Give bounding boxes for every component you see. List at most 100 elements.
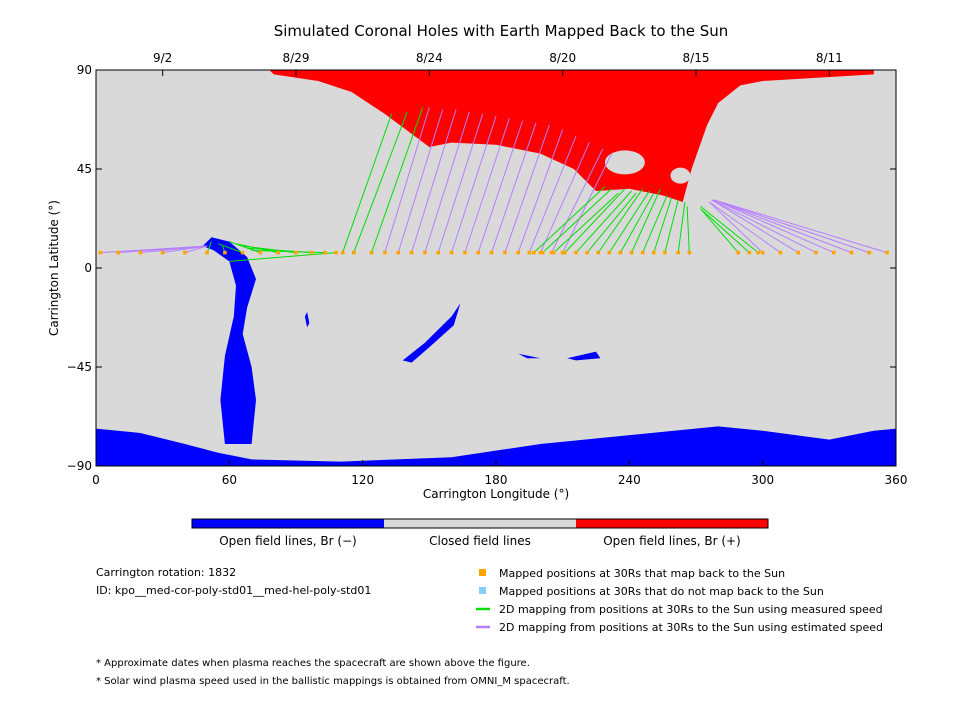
measured-speed-mapping-line [229, 252, 337, 262]
y-tick-label: 0 [84, 261, 92, 275]
y-axis-label: Carrington Latitude (°) [47, 200, 61, 336]
mapped-position-point [563, 250, 567, 255]
estimated-speed-mapping-line [162, 245, 208, 254]
mapped-position-point [240, 250, 245, 255]
estimated-speed-mapping-line [539, 142, 590, 253]
mapped-position-point [736, 250, 741, 255]
mapped-position-point [596, 250, 601, 255]
mapped-position-point [814, 250, 818, 255]
mapped-position-point [640, 250, 645, 255]
colorbar-segment [192, 519, 384, 528]
chart-title: Simulated Coronal Holes with Earth Mappe… [274, 22, 729, 40]
legend-marker [479, 587, 486, 594]
top-date-label: 8/11 [816, 51, 843, 65]
top-date-label: 9/2 [153, 51, 172, 65]
mapped-position-point [531, 250, 536, 255]
mapped-position-point [276, 250, 281, 255]
estimated-speed-mapping-line [517, 129, 564, 253]
colorbar-segment [384, 519, 576, 528]
estimated-speed-mapping-line [184, 245, 208, 254]
y-tick-label: −45 [67, 360, 92, 374]
mapped-position-point [760, 250, 765, 255]
mapped-position-point [138, 250, 143, 255]
mapped-position-point [489, 250, 494, 255]
mapped-position-point [551, 250, 556, 255]
colorbar-label: Open field lines, Br (+) [603, 534, 741, 548]
colorbar: Open field lines, Br (−) Closed field lin… [191, 518, 769, 548]
measured-speed-mapping-line [342, 113, 393, 253]
measured-speed-mapping-line [353, 111, 408, 253]
mapped-position-point [549, 250, 554, 255]
mapped-position-point [687, 250, 692, 255]
north-polar-coronal-hole [269, 70, 874, 202]
measured-speed-mapping-line [642, 195, 668, 253]
mapped-position-point [116, 250, 121, 255]
negative-coronal-hole-island [304, 312, 310, 328]
mapped-position-point [618, 250, 623, 255]
south-polar-coronal-hole [96, 426, 896, 466]
measured-speed-mapping-line [653, 197, 673, 253]
mapped-position-point [831, 250, 836, 255]
mapped-position-point [309, 250, 314, 255]
colorbar-frame [191, 518, 769, 529]
negative-coronal-hole-extension [202, 237, 256, 444]
mapped-position-point [885, 250, 889, 255]
estimated-speed-mapping-line [504, 124, 550, 253]
axes: 0 60 120 180 240 300 360 −90 −45 0 45 90 9/2 8/29 8/24… [67, 51, 908, 487]
top-date-label: 8/15 [683, 51, 710, 65]
measured-speed-mapping-line [371, 107, 424, 253]
carrington-rotation: Carrington rotation: 1832 [96, 566, 236, 579]
top-date-label: 8/29 [283, 51, 310, 65]
closed-field-island [670, 167, 691, 184]
estimated-speed-mapping-line [713, 199, 852, 254]
closed-field-island [604, 150, 645, 175]
estimated-speed-mapping-line [397, 109, 444, 253]
negative-coronal-hole-island [402, 303, 461, 363]
mapped-position-point [574, 250, 578, 255]
estimated-speed-mapping-line [711, 199, 817, 254]
mapped-position-point [560, 250, 565, 255]
measured-speed-mapping-line [700, 206, 759, 253]
measured-speed-mapping-line [218, 243, 243, 254]
mapped-position-point [351, 250, 356, 255]
measured-speed-mapping-line [686, 206, 690, 253]
legend-label: Mapped positions at 30Rs that do not map… [499, 585, 824, 598]
mapped-position-point [629, 250, 634, 255]
mapped-position-point [540, 250, 545, 255]
mapped-position-point [607, 250, 612, 255]
estimated-speed-mapping-line [437, 113, 484, 253]
model-id: ID: kpo__med-cor-poly-std01__med-hel-pol… [96, 584, 371, 597]
mapped-position-point [516, 250, 521, 255]
mapped-position-point [747, 250, 752, 255]
measured-speed-mapping-line [553, 192, 619, 253]
mapped-position-point [409, 250, 414, 255]
estimated-speed-mapping-line [411, 109, 457, 253]
mapped-position-point [676, 250, 681, 255]
mapped-position-point [449, 250, 454, 255]
colorbar-segment [576, 519, 768, 528]
measured-speed-mapping-line [542, 188, 612, 253]
estimated-speed-mapping-line [708, 201, 764, 253]
y-tick-label: 90 [77, 63, 92, 77]
mapped-position-point [867, 250, 872, 255]
mapped-position-point [663, 250, 667, 255]
mapped-position-point [651, 250, 656, 255]
measured-speed-mapping-line [620, 192, 655, 253]
estimated-speed-mapping-line [424, 111, 470, 253]
mapped-position-point [503, 250, 507, 255]
mapped-position-point [160, 250, 165, 255]
mapped-position-point [294, 250, 298, 255]
plot-area [96, 70, 896, 466]
footnote-speed: * Solar wind plasma speed used in the ba… [96, 676, 570, 687]
mapped-position-point [585, 250, 589, 255]
mapped-position-point [756, 250, 761, 255]
x-tick-label: 120 [351, 473, 374, 487]
negative-coronal-hole-island [518, 353, 541, 359]
x-tick-label: 180 [485, 473, 508, 487]
measured-speed-mapping-line [533, 186, 606, 253]
mapped-position-point [223, 250, 227, 255]
legend: Mapped positions at 30Rs that map back t… [476, 567, 883, 634]
estimated-speed-mapping-line [709, 201, 781, 254]
y-tick-label: −90 [67, 459, 92, 473]
